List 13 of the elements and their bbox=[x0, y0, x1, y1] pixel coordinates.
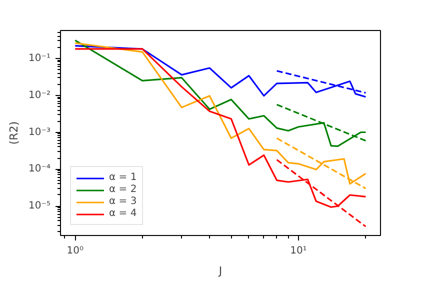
y-axis-title: (R2) bbox=[7, 121, 20, 145]
y-tick-label: 10⁻² bbox=[28, 90, 51, 101]
y-tick-label: 10⁻⁵ bbox=[28, 200, 51, 212]
legend-label: α = 1 bbox=[109, 172, 137, 183]
y-tick-label: 10⁻¹ bbox=[28, 52, 51, 64]
x-tick-label: 10⁰ bbox=[66, 246, 84, 256]
legend-label: α = 4 bbox=[109, 208, 137, 219]
legend-label: α = 2 bbox=[109, 184, 137, 195]
x-tick-label: 10¹ bbox=[290, 246, 307, 256]
x-axis-title: J bbox=[218, 264, 222, 278]
y-tick-label: 10⁻⁴ bbox=[28, 164, 51, 175]
legend-label: α = 3 bbox=[109, 196, 137, 207]
y-tick-label: 10⁻³ bbox=[28, 126, 51, 138]
